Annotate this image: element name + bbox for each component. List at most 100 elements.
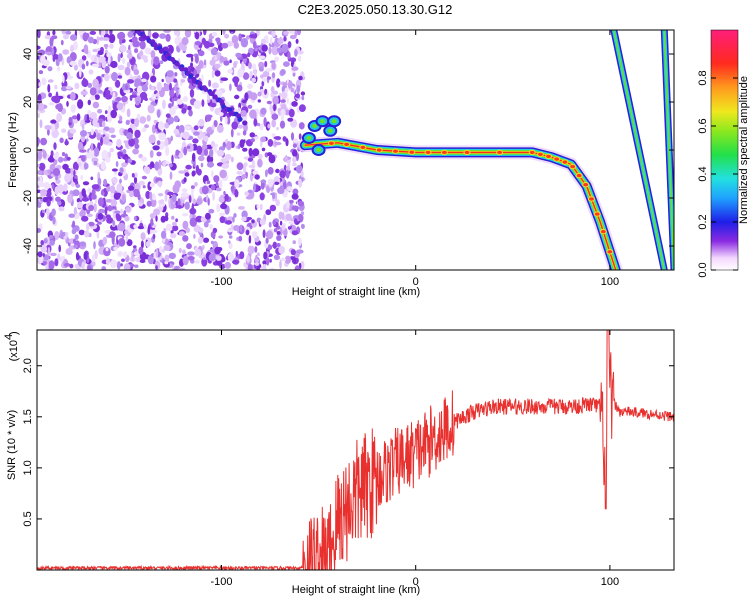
noise-speckle bbox=[301, 95, 305, 101]
noise-speckle bbox=[234, 179, 240, 188]
noise-speckle bbox=[190, 56, 194, 62]
noise-speckle bbox=[110, 191, 115, 201]
noise-speckle bbox=[191, 152, 196, 162]
noise-speckle bbox=[219, 212, 226, 217]
noise-speckle bbox=[296, 249, 304, 254]
noise-speckle bbox=[127, 158, 133, 164]
noise-speckle bbox=[174, 180, 181, 189]
noise-speckle bbox=[300, 260, 305, 270]
carrier-bead bbox=[588, 196, 595, 202]
noise-speckle bbox=[290, 132, 295, 141]
noise-speckle bbox=[89, 30, 97, 35]
noise-speckle bbox=[271, 30, 276, 38]
noise-speckle bbox=[188, 195, 192, 204]
noise-speckle bbox=[65, 85, 72, 90]
noise-speckle bbox=[192, 30, 197, 33]
noise-speckle bbox=[177, 198, 181, 206]
noise-speckle bbox=[292, 156, 297, 164]
noise-speckle bbox=[288, 80, 293, 89]
noise-speckle bbox=[248, 147, 253, 157]
noise-speckle bbox=[273, 254, 280, 260]
noise-speckle bbox=[132, 148, 140, 155]
spectrogram-panel: -100 0 100 -40 -20 0 20 40 Height of straight … bbox=[7, 29, 675, 298]
noise-speckle bbox=[268, 267, 276, 270]
noise-speckle bbox=[247, 263, 253, 270]
noise-speckle bbox=[168, 163, 173, 168]
noise-speckle bbox=[205, 144, 213, 150]
noise-speckle bbox=[298, 214, 304, 221]
noise-speckle bbox=[37, 228, 41, 233]
noise-speckle bbox=[147, 225, 151, 235]
noise-speckle bbox=[105, 199, 113, 203]
noise-speckle bbox=[195, 215, 203, 223]
noise-speckle bbox=[241, 99, 247, 104]
noise-speckle bbox=[252, 170, 259, 175]
noise-speckle bbox=[150, 161, 155, 168]
noise-speckle bbox=[53, 96, 61, 104]
noise-speckle bbox=[232, 259, 240, 265]
noise-speckle bbox=[182, 249, 186, 255]
noise-speckle bbox=[126, 239, 133, 247]
noise-speckle bbox=[38, 82, 42, 87]
noise-speckle bbox=[133, 69, 139, 76]
noise-speckle bbox=[90, 176, 94, 181]
noise-speckle bbox=[276, 78, 281, 88]
noise-speckle bbox=[126, 132, 133, 140]
noise-speckle bbox=[211, 170, 214, 178]
noise-speckle bbox=[139, 259, 146, 264]
noise-speckle bbox=[244, 92, 249, 102]
noise-speckle bbox=[216, 187, 222, 192]
noise-speckle bbox=[89, 112, 98, 119]
noise-speckle bbox=[116, 102, 124, 111]
noise-speckle bbox=[233, 213, 237, 218]
noise-speckle bbox=[77, 201, 83, 209]
noise-speckle bbox=[176, 88, 179, 98]
spectrogram-y-ticks: -40 -20 0 20 40 bbox=[22, 48, 674, 254]
noise-speckle bbox=[140, 232, 146, 241]
carrier-onset-core bbox=[319, 119, 325, 124]
noise-speckle bbox=[249, 109, 257, 119]
noise-speckle bbox=[196, 168, 202, 176]
noise-speckle bbox=[69, 128, 77, 134]
noise-speckle bbox=[298, 75, 303, 81]
noise-speckle bbox=[47, 79, 54, 83]
carrier-bead bbox=[359, 144, 367, 151]
noise-speckle bbox=[173, 115, 179, 123]
noise-speckle bbox=[219, 169, 227, 179]
noise-speckle bbox=[267, 139, 274, 147]
noise-speckle bbox=[86, 138, 89, 142]
noise-speckle bbox=[182, 220, 189, 230]
noise-speckle bbox=[55, 196, 61, 202]
noise-speckle bbox=[275, 199, 280, 207]
noise-speckle bbox=[259, 192, 265, 201]
noise-speckle bbox=[257, 252, 260, 257]
noise-speckle bbox=[102, 37, 110, 41]
noise-speckle bbox=[292, 240, 297, 245]
noise-speckle bbox=[156, 151, 162, 157]
noise-speckle bbox=[246, 254, 250, 263]
carrier-bead bbox=[392, 148, 399, 154]
noise-speckle bbox=[245, 195, 253, 200]
noise-speckle bbox=[146, 114, 151, 122]
noise-speckle bbox=[291, 193, 299, 200]
noise-speckle bbox=[267, 76, 271, 80]
noise-speckle bbox=[155, 265, 158, 270]
noise-speckle bbox=[42, 59, 50, 67]
noise-speckle bbox=[214, 70, 221, 77]
noise-speckle bbox=[88, 204, 94, 212]
noise-speckle bbox=[109, 43, 114, 49]
noise-speckle bbox=[256, 122, 261, 127]
noise-speckle bbox=[262, 260, 268, 265]
noise-speckle bbox=[45, 51, 52, 55]
noise-speckle bbox=[246, 216, 253, 221]
noise-speckle bbox=[283, 36, 287, 42]
noise-speckle bbox=[39, 256, 44, 264]
noise-speckle bbox=[127, 31, 134, 38]
snr-x-ticks: -100 0 100 bbox=[210, 330, 619, 588]
chart-title: C2E3.2025.050.13.30.G12 bbox=[298, 2, 453, 17]
noise-speckle bbox=[70, 104, 77, 113]
noise-speckle bbox=[279, 260, 282, 270]
noise-speckle bbox=[191, 170, 196, 177]
noise-speckle bbox=[133, 224, 138, 230]
noise-speckle bbox=[45, 262, 49, 270]
